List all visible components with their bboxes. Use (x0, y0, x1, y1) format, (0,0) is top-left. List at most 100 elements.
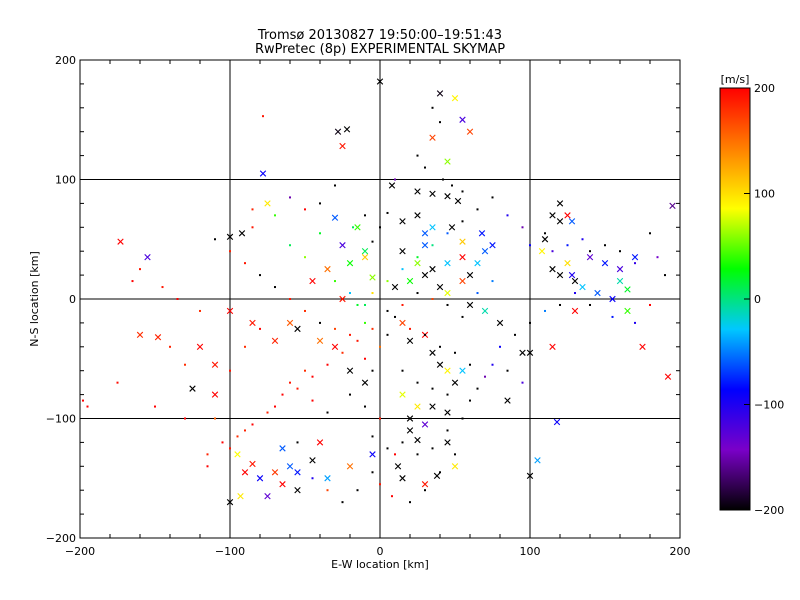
data-point-cross (421, 271, 429, 279)
data-point-cross (406, 277, 414, 285)
data-point-dot (566, 244, 569, 247)
data-point-cross (534, 457, 541, 464)
data-point-dot (82, 399, 84, 402)
data-point-dot (514, 333, 516, 336)
data-point-dot (184, 363, 186, 366)
data-point-dot (206, 465, 209, 468)
data-point-dot (394, 453, 396, 456)
data-point-dot (551, 250, 554, 253)
data-point-dot (461, 315, 464, 318)
data-point-dot (259, 327, 261, 330)
data-point-cross (369, 274, 376, 281)
colorbar-tick-label: −200 (754, 504, 784, 517)
data-point-dot (431, 106, 434, 109)
data-point-cross (421, 230, 429, 237)
data-point-cross (669, 202, 676, 209)
data-point-cross (436, 90, 444, 97)
data-point-dot (409, 327, 411, 330)
data-point-dot (236, 435, 239, 438)
colorbar (719, 87, 751, 511)
data-point-dot (221, 441, 224, 444)
y-tick-label: −200 (46, 532, 76, 545)
data-point-cross (421, 481, 429, 488)
data-point-dot (266, 411, 269, 414)
data-point-dot (416, 154, 419, 157)
data-point-cross (249, 460, 256, 468)
data-point-dot (469, 363, 471, 366)
data-point-dot (431, 298, 434, 300)
x-axis-title: E-W location [km] (331, 558, 429, 571)
colorbar-ticks: 200 100 0 −100 −200 (744, 82, 784, 517)
data-point-cross (571, 307, 579, 315)
data-point-dot (491, 280, 494, 283)
data-point-dot (296, 387, 299, 390)
data-point-cross (564, 259, 571, 267)
colorbar-tick-label: 0 (754, 293, 761, 306)
data-point-dot (386, 280, 389, 283)
data-point-dot (274, 286, 276, 289)
data-point-dot (431, 387, 434, 390)
data-point-dot (476, 387, 479, 390)
data-point-dot (401, 369, 404, 372)
data-point-cross (549, 212, 556, 219)
data-point-cross (444, 367, 451, 374)
data-point-cross (436, 361, 444, 368)
data-point-dot (529, 244, 531, 247)
data-point-dot (304, 256, 306, 259)
data-point-cross (451, 95, 459, 102)
data-point-cross (399, 475, 406, 482)
data-point-dot (499, 345, 501, 348)
data-point-cross (399, 218, 406, 225)
data-point-cross (601, 259, 609, 267)
data-point-dot (229, 447, 231, 450)
data-point-dot (334, 280, 336, 283)
data-point-cross (406, 427, 414, 434)
data-point-dot (416, 381, 419, 384)
data-point-cross (541, 236, 549, 243)
data-point-cross (211, 361, 219, 368)
data-point-cross (324, 265, 331, 273)
data-point-cross (294, 469, 301, 476)
y-axis-title: N-S location [km] (28, 251, 41, 347)
data-point-dot (446, 303, 449, 306)
data-point-dot (379, 226, 381, 229)
data-point-cross (189, 385, 196, 392)
data-point-cross (286, 319, 294, 327)
data-point-cross (256, 475, 264, 482)
data-point-cross (444, 259, 451, 267)
data-point-cross (406, 337, 414, 345)
data-point-cross (526, 472, 534, 480)
colorbar-tick-label: 200 (754, 82, 775, 95)
data-point-cross (556, 218, 564, 225)
data-point-cross (429, 190, 436, 198)
data-point-dot (349, 333, 351, 336)
data-point-cross (286, 463, 294, 470)
data-point-dot (416, 453, 419, 456)
grid-lines (80, 60, 680, 538)
data-point-cross (489, 242, 496, 249)
data-point-cross (556, 200, 564, 207)
data-point-dot (424, 166, 426, 169)
data-point-dot (251, 423, 254, 426)
data-point-dot (469, 399, 471, 402)
x-tick-label: 0 (377, 545, 384, 558)
data-point-dot (574, 292, 576, 295)
data-point-dot (461, 220, 464, 223)
data-point-dot (259, 274, 261, 277)
data-point-dot (446, 232, 449, 235)
data-point-dot (296, 441, 299, 444)
data-point-dot (386, 309, 389, 312)
data-point-cross (568, 218, 576, 225)
data-point-cross (264, 492, 271, 500)
data-point-dot (289, 244, 291, 247)
data-point-dot (506, 369, 509, 372)
data-point-cross (117, 238, 124, 245)
data-point-dot (634, 321, 636, 324)
data-point-dot (491, 363, 494, 366)
data-point-cross (459, 238, 466, 245)
data-point-dot (401, 268, 404, 271)
data-point-dot (664, 274, 666, 277)
data-point-cross (414, 436, 421, 444)
data-point-dot (311, 375, 314, 378)
